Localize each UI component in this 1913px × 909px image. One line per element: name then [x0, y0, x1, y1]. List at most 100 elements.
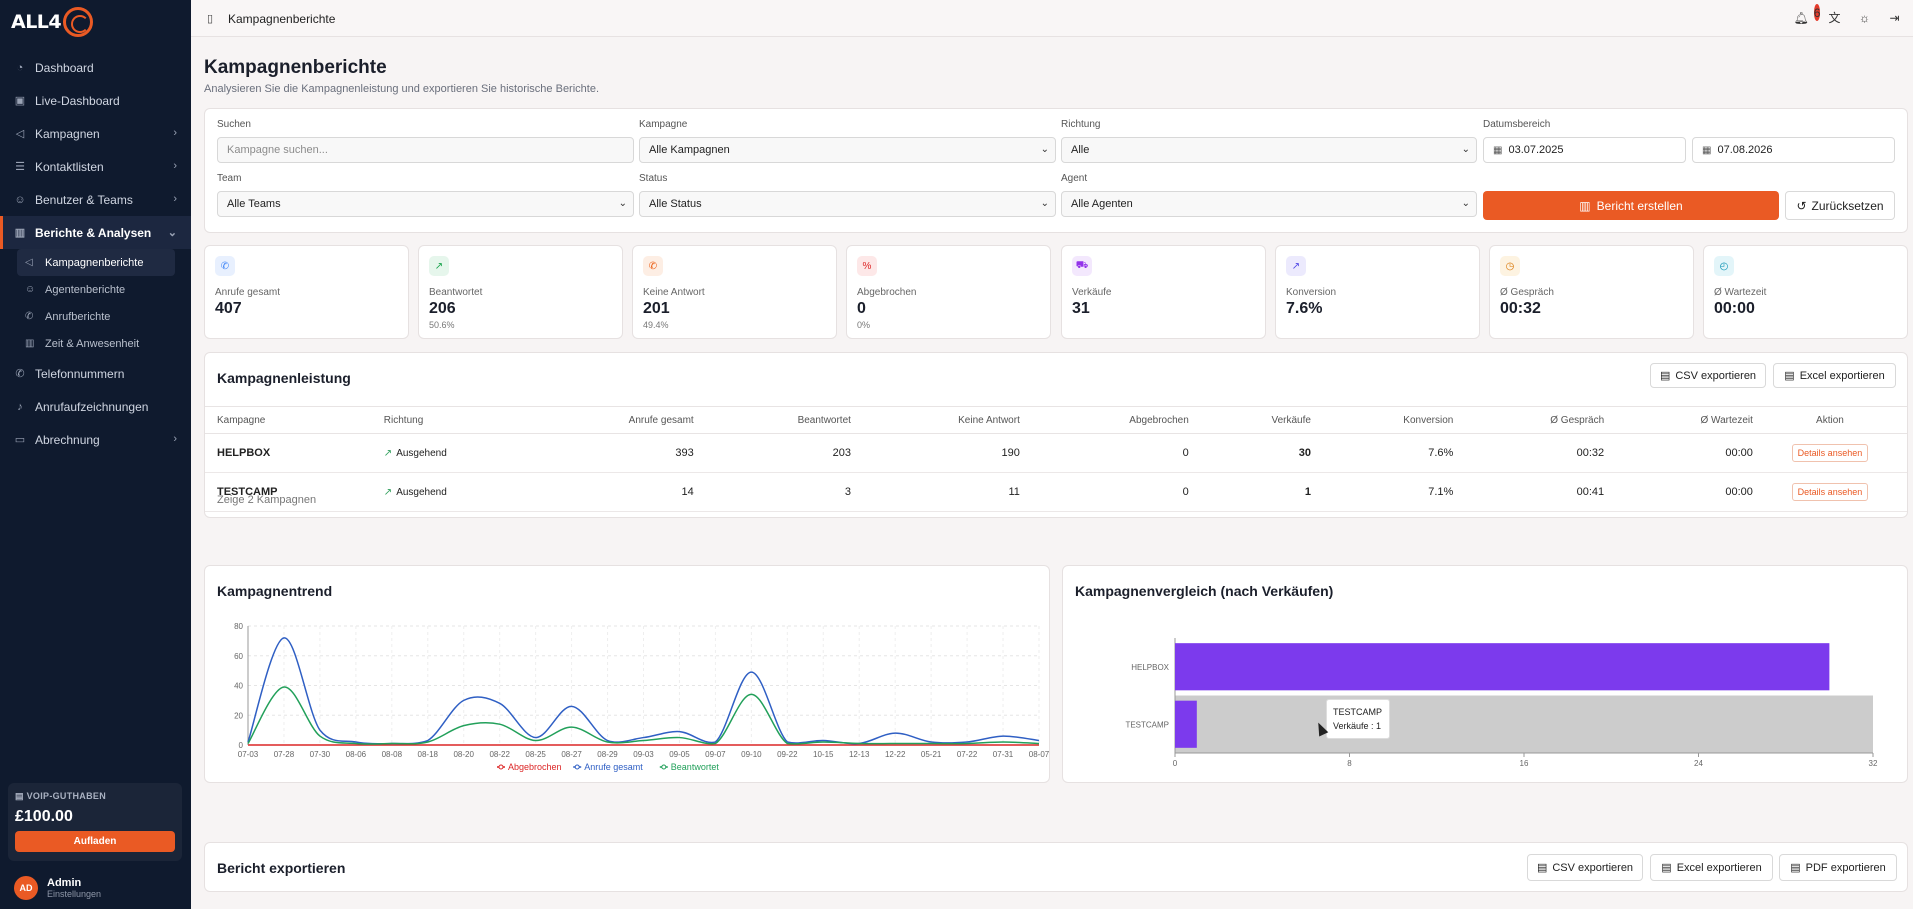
x-tick-label: 07-31 — [993, 750, 1014, 759]
x-tick-label: 07-28 — [274, 750, 295, 759]
export-pdf-button[interactable]: ▤ PDF exportieren — [1779, 854, 1897, 881]
stat-label: Anrufe gesamt — [215, 287, 281, 298]
team-select[interactable]: Alle Teams ⌄ — [217, 191, 634, 217]
sidebar-item-recordings[interactable]: ♪ Anrufaufzeichnungen — [0, 390, 191, 423]
sidebar-item-campaigns[interactable]: ◁ Kampagnen › — [0, 117, 191, 150]
sidebar-item-live-dashboard[interactable]: ▣ Live-Dashboard — [0, 84, 191, 117]
x-tick-label: 08-20 — [453, 750, 474, 759]
reports-submenu: ◁ Kampagnenberichte ☺ Agentenberichte ✆ Anr… — [0, 249, 191, 357]
sidebar-item-contact-lists[interactable]: ☰ Kontaktlisten › — [0, 150, 191, 183]
column-header[interactable]: Beantwortet — [693, 406, 851, 434]
column-header[interactable]: Verkäufe — [1188, 406, 1311, 434]
x-tick-label: 08-27 — [561, 750, 582, 759]
voip-balance-card: ▤ VOIP-GUTHABEN £100.00 Aufladen — [8, 783, 182, 861]
date-from-input[interactable]: ▦ 03.07.2025 — [1483, 137, 1686, 163]
date-range-label: Datumsbereich — [1483, 119, 1551, 130]
details-button[interactable]: Details ansehen — [1791, 444, 1869, 462]
column-header[interactable]: Ø Wartezeit — [1604, 406, 1753, 434]
chevron-right-icon: › — [173, 433, 177, 445]
agent-select-value: Alle Agenten — [1071, 198, 1133, 210]
y-tick-label: 40 — [234, 682, 243, 691]
user-menu[interactable]: AD Admin Einstellungen — [14, 876, 101, 900]
megaphone-icon: ◁ — [15, 128, 25, 140]
sidebar-subitem-agent-reports[interactable]: ☺ Agentenberichte — [17, 276, 175, 303]
megaphone-icon: ◁ — [25, 257, 33, 268]
filter-panel: Suchen Kampagne suchen... Kampagne Alle … — [204, 108, 1908, 233]
user-settings-link[interactable]: Einstellungen — [47, 889, 102, 899]
phone-icon: ✆ — [215, 256, 235, 276]
direction-select[interactable]: Alle ⌄ — [1061, 137, 1477, 163]
sidebar-item-label: Berichte & Analysen — [35, 225, 152, 240]
tooltip-value: Verkäufe : 1 — [1333, 721, 1382, 731]
sidebar-subitem-campaign-reports[interactable]: ◁ Kampagnenberichte — [17, 249, 175, 276]
compare-chart: 0 8 16 24 32 HELPBOX TESTCAMP — [1125, 638, 1878, 768]
stat-card-total-calls: ✆ Anrufe gesamt 407 — [204, 245, 409, 339]
stat-label: Konversion — [1286, 287, 1337, 298]
export-excel-button[interactable]: ▤ Excel exportieren — [1650, 854, 1773, 881]
sidebar-item-users-teams[interactable]: ☺ Benutzer & Teams › — [0, 183, 191, 216]
x-tick-label: 07-22 — [957, 750, 978, 759]
sidebar-subitem-label: Anrufberichte — [45, 310, 111, 323]
stat-card-aborted: % Abgebrochen 0 0% — [846, 245, 1051, 339]
sidebar-toggle-icon[interactable]: ▯ — [207, 13, 214, 25]
search-input[interactable]: Kampagne suchen... — [217, 137, 634, 163]
agent-select[interactable]: Alle Agenten ⌄ — [1061, 191, 1477, 217]
logout-icon[interactable]: ⇥ — [1889, 10, 1900, 25]
bell-icon[interactable]: 🔔︎ 6 — [1793, 4, 1821, 25]
create-report-button[interactable]: ▥ Bericht erstellen — [1483, 191, 1779, 220]
reset-button[interactable]: ↺ Zurücksetzen — [1785, 191, 1895, 220]
users-icon: ☺ — [14, 193, 26, 206]
conversion-cell: 7.1% — [1310, 472, 1454, 512]
campaign-name: HELPBOX — [205, 433, 372, 473]
column-header[interactable]: Konversion — [1310, 406, 1454, 434]
compare-title: Kampagnenvergleich (nach Verkäufen) — [1075, 583, 1334, 599]
x-tick-label: 09-10 — [741, 750, 762, 759]
column-header[interactable]: Abgebrochen — [1019, 406, 1189, 434]
status-select-value: Alle Status — [649, 198, 702, 210]
campaign-select[interactable]: Alle Kampagnen ⌄ — [639, 137, 1056, 163]
file-icon: ▤ — [1661, 862, 1672, 874]
no-answer-cell: 190 — [850, 433, 1020, 473]
app-logo[interactable]: ALL4 — [11, 7, 94, 37]
sidebar-item-billing[interactable]: ▭ Abrechnung › — [0, 423, 191, 456]
csv-export-button[interactable]: ▤ CSV exportieren — [1650, 363, 1766, 388]
column-header[interactable]: Kampagne — [205, 406, 372, 434]
x-tick-label: 12-22 — [885, 750, 906, 759]
bar-chart-icon: ▥ — [25, 338, 35, 349]
excel-export-button[interactable]: ▤ Excel exportieren — [1773, 363, 1896, 388]
stat-label: Verkäufe — [1072, 287, 1112, 298]
campaign-select-value: Alle Kampagnen — [649, 144, 730, 156]
sidebar-item-dashboard[interactable]: ◔ Dashboard — [0, 51, 191, 84]
sidebar-item-label: Kontaktlisten — [35, 159, 104, 174]
translate-icon[interactable]: 文 — [1828, 11, 1841, 25]
sidebar-item-phone-numbers[interactable]: ✆ Telefonnummern — [0, 357, 191, 390]
sidebar-nav: ◔ Dashboard ▣ Live-Dashboard ◁ Kampagnen › ☰… — [0, 51, 191, 456]
chevron-down-icon: ⌄ — [1040, 198, 1049, 209]
x-tick-label: 09-07 — [705, 750, 726, 759]
sidebar-subitem-time-attendance[interactable]: ▥ Zeit & Anwesenheit — [17, 330, 175, 357]
file-icon: ▤ — [1659, 370, 1671, 382]
x-tick-label: 8 — [1347, 759, 1352, 768]
export-csv-button[interactable]: ▤ CSV exportieren — [1527, 854, 1643, 881]
avg-wait-cell: 00:00 — [1604, 433, 1753, 473]
sidebar-item-label: Anrufaufzeichnungen — [35, 399, 149, 414]
phone-icon: ✆ — [15, 368, 25, 380]
date-to-input[interactable]: ▦ 07.08.2026 — [1692, 137, 1895, 163]
campaign-performance-card: Kampagnenleistung ▤ CSV exportieren ▤ Exce… — [204, 352, 1908, 518]
top-up-button[interactable]: Aufladen — [15, 831, 175, 852]
column-header[interactable]: Richtung — [371, 406, 510, 434]
status-select[interactable]: Alle Status ⌄ — [639, 191, 1056, 217]
voip-balance-label: ▤ VOIP-GUTHABEN — [15, 791, 175, 802]
bar-testcamp — [1175, 700, 1197, 748]
arrow-up-right-icon: ↗ — [383, 448, 393, 459]
column-header: Aktion — [1752, 406, 1907, 434]
timer-icon: ◷ — [1500, 256, 1520, 276]
sidebar-subitem-call-reports[interactable]: ✆ Anrufberichte — [17, 303, 175, 330]
details-button[interactable]: Details ansehen — [1791, 483, 1869, 501]
y-tick-label: 0 — [239, 741, 244, 750]
sidebar-item-reports[interactable]: ▥ Berichte & Analysen ⌄ — [0, 216, 191, 249]
sun-icon[interactable]: ☼ — [1859, 10, 1870, 25]
column-header[interactable]: Ø Gespräch — [1453, 406, 1605, 434]
column-header[interactable]: Anrufe gesamt — [509, 406, 694, 434]
column-header[interactable]: Keine Antwort — [850, 406, 1020, 434]
